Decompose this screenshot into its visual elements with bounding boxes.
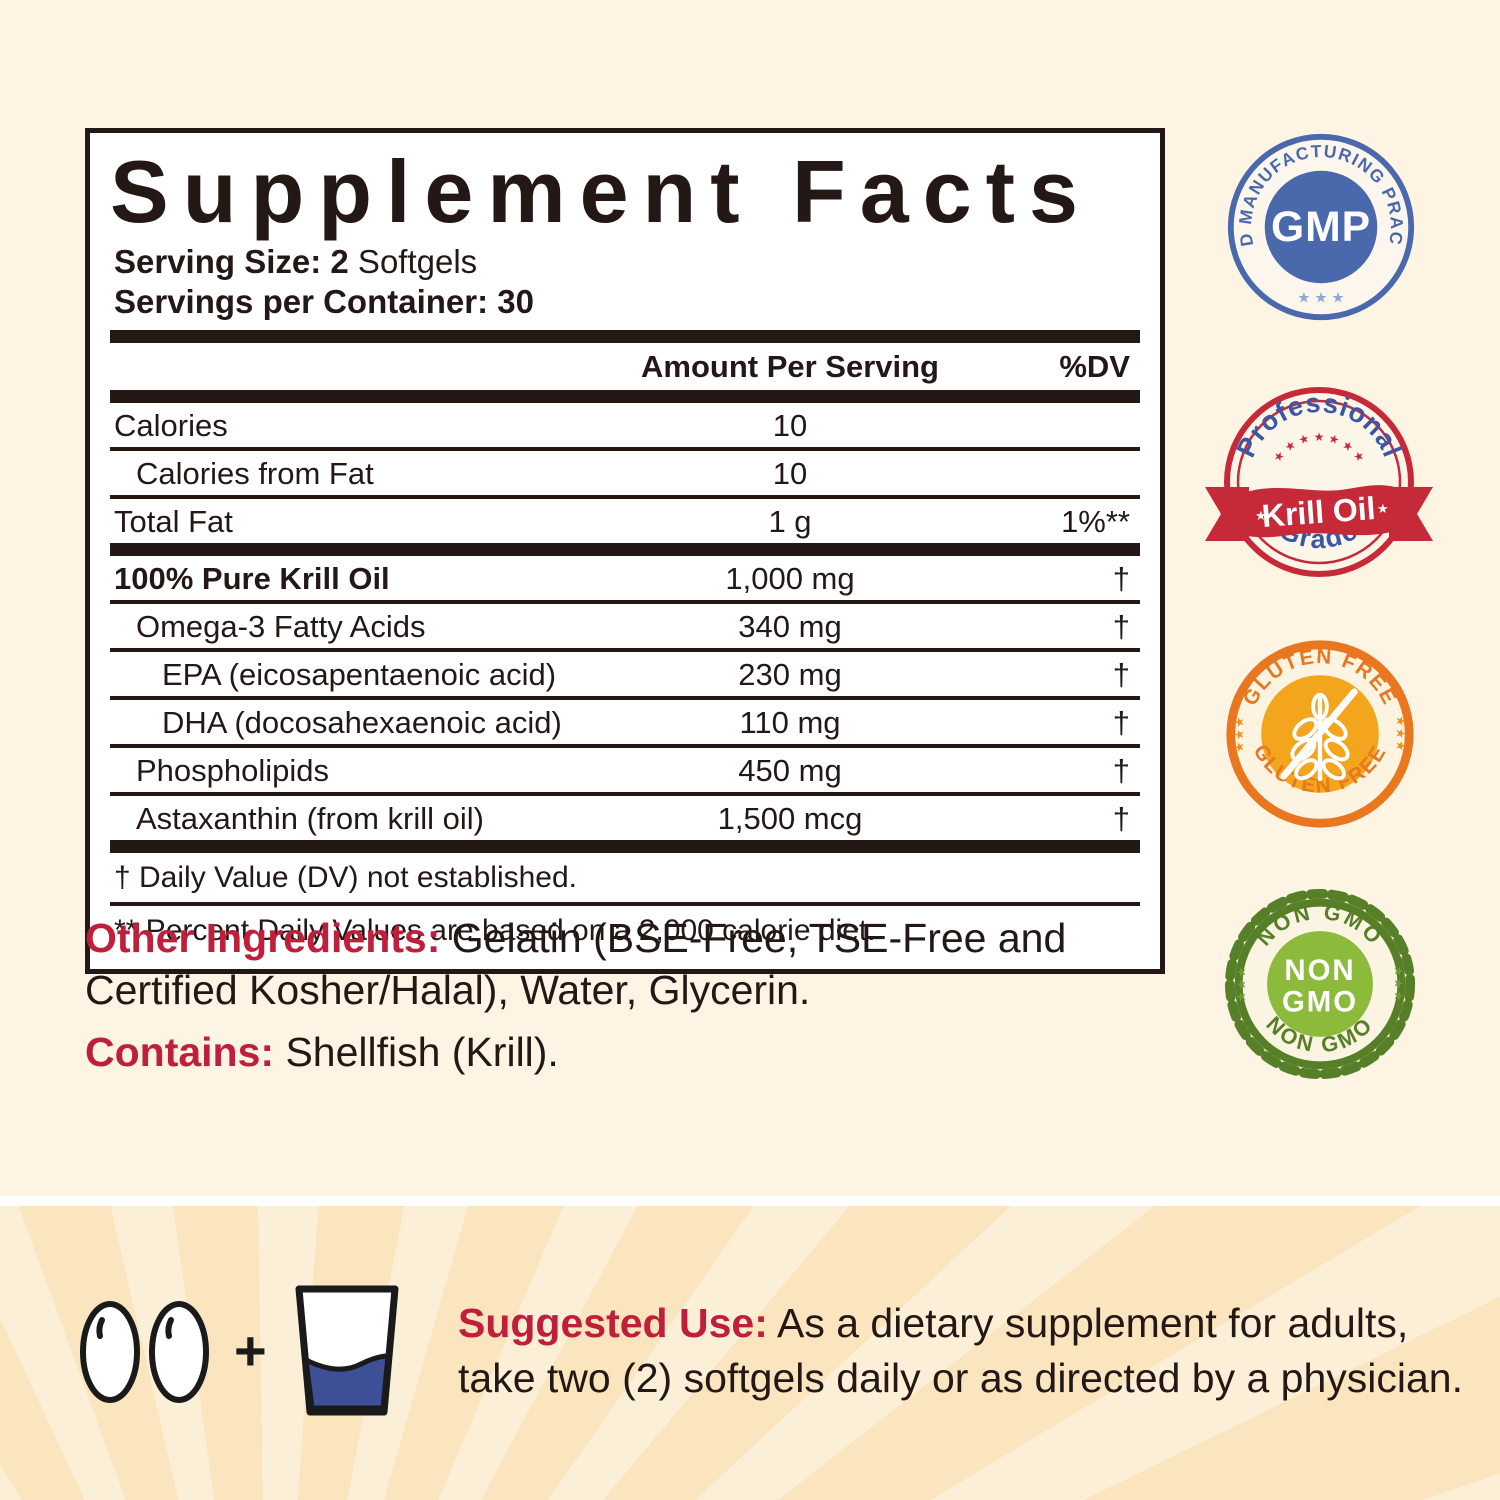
row-dv: 1%** bbox=[1061, 504, 1130, 540]
row-dv: † bbox=[1112, 561, 1130, 597]
row-label: DHA (docosahexaenoic acid) bbox=[162, 705, 562, 741]
row-amount: 10 bbox=[772, 408, 808, 444]
gluten-stars-left: ★★★ bbox=[1232, 715, 1247, 752]
nongmo-stars-left: ★★★ bbox=[1234, 965, 1249, 1002]
krill-ribbon-right-tail bbox=[1389, 487, 1433, 541]
footnote-percent: ** Percent Daily Values are based on a 2… bbox=[114, 914, 876, 948]
wheat-icon bbox=[1280, 688, 1358, 782]
table-row: Phospholipids 450 mg † bbox=[110, 748, 1140, 797]
water-glass-icon bbox=[295, 1285, 399, 1416]
nongmo-center-line2: GMO bbox=[1282, 985, 1358, 1018]
header-amount: Amount Per Serving bbox=[641, 349, 939, 385]
serving-size-unit: Softgels bbox=[348, 242, 478, 280]
table-header-row: Amount Per Serving %DV bbox=[110, 343, 1140, 390]
krill-ribbon-band bbox=[1243, 485, 1395, 538]
table-row: 100% Pure Krill Oil 1,000 mg † bbox=[110, 556, 1140, 605]
row-amount: 450 mg bbox=[738, 753, 842, 789]
divider-bar-mid bbox=[110, 543, 1140, 557]
divider-bar-header bbox=[110, 390, 1140, 404]
non-gmo-badge-icon: NON GMO NON GMO ★★★ ★★★ NON GMO bbox=[1224, 888, 1416, 1080]
row-amount: 110 mg bbox=[739, 705, 841, 741]
gmp-badge-icon: GOOD MANUFACTURING PRACTICE GMP ★ ★ ★ bbox=[1224, 130, 1415, 321]
serving-size-label: Serving Size: 2 bbox=[114, 242, 349, 280]
supplement-facts-panel: Supplement Facts Serving Size: 2 Softgel… bbox=[85, 128, 1165, 975]
suggested-use-line2: take two (2) softgels daily or as direct… bbox=[458, 1354, 1463, 1401]
row-label: Calories bbox=[114, 408, 228, 444]
krill-banner-text: Krill Oil bbox=[1261, 490, 1377, 534]
nongmo-stars-right: ★★★ bbox=[1391, 965, 1406, 1002]
header-dv: %DV bbox=[1059, 349, 1130, 385]
row-amount: 1,500 mcg bbox=[717, 801, 863, 837]
krill-ribbon-left-tail bbox=[1205, 487, 1249, 541]
panel-title: Supplement Facts bbox=[110, 142, 1092, 241]
row-dv: † bbox=[1112, 657, 1130, 693]
row-label: EPA (eicosapentaenoic acid) bbox=[162, 657, 557, 693]
row-label: Total Fat bbox=[114, 504, 233, 540]
other-ingredients-label: Other Ingredients: bbox=[85, 915, 441, 961]
row-dv: † bbox=[1112, 753, 1130, 789]
row-label: Omega-3 Fatty Acids bbox=[136, 609, 426, 645]
row-label: Astaxanthin (from krill oil) bbox=[136, 801, 484, 837]
suggested-use-line1: As a dietary supplement for adults, bbox=[767, 1300, 1409, 1346]
table-row: Total Fat 1 g 1%** bbox=[110, 499, 1140, 543]
contains: Contains: Shellfish (Krill). bbox=[85, 1026, 1197, 1078]
contains-label: Contains: bbox=[85, 1029, 275, 1075]
section-divider bbox=[0, 1196, 1500, 1206]
krill-banner-star-left: ★ bbox=[1255, 508, 1267, 523]
other-ingredients: Other Ingredients: Gelatin (BSE-Free, TS… bbox=[85, 912, 1197, 1016]
row-amount: 340 mg bbox=[738, 609, 842, 645]
softgels-icon bbox=[80, 1301, 209, 1403]
gmp-stars: ★ ★ ★ bbox=[1297, 291, 1344, 307]
table-row: Calories 10 bbox=[110, 403, 1140, 452]
row-dv: † bbox=[1112, 801, 1130, 837]
row-amount: 230 mg bbox=[738, 657, 842, 693]
table-row: Astaxanthin (from krill oil) 1,500 mcg † bbox=[110, 796, 1140, 840]
divider-bar-bottom bbox=[110, 840, 1140, 854]
serving-size-line: Serving Size: 2 Softgels bbox=[114, 242, 1140, 282]
krill-oil-badge-icon: Professional ★ ★ ★ ★ ★ ★ ★ Grade ★ ★ Kri… bbox=[1205, 387, 1433, 577]
row-amount: 10 bbox=[772, 456, 808, 492]
other-ingredients-text: Gelatin (BSE-Free, TSE-Free and Certifie… bbox=[85, 915, 1067, 1014]
row-label: Calories from Fat bbox=[136, 456, 374, 492]
table-row: EPA (eicosapentaenoic acid) 230 mg † bbox=[110, 652, 1140, 701]
gluten-free-badge-icon: GLUTEN FREE GLUTEN FREE ★★★ ★★★ bbox=[1226, 640, 1414, 828]
table-row: Calories from Fat 10 bbox=[110, 451, 1140, 500]
suggested-use-section bbox=[0, 1206, 1500, 1500]
row-label: 100% Pure Krill Oil bbox=[114, 561, 390, 597]
servings-per-container: Servings per Container: 30 bbox=[114, 282, 534, 320]
nongmo-center-line1: NON bbox=[1284, 954, 1355, 987]
row-dv: † bbox=[1112, 609, 1130, 645]
footnote-dagger: † Daily Value (DV) not established. bbox=[110, 853, 1140, 907]
suggested-use-label: Suggested Use: bbox=[458, 1300, 768, 1346]
slash-icon bbox=[1280, 688, 1358, 780]
table-row: DHA (docosahexaenoic acid) 110 mg † bbox=[110, 700, 1140, 749]
plus-sign: + bbox=[234, 1319, 267, 1382]
gluten-stars-right: ★★★ bbox=[1393, 715, 1408, 752]
table-row: Omega-3 Fatty Acids 340 mg † bbox=[110, 604, 1140, 653]
gmp-center-text: GMP bbox=[1271, 203, 1371, 251]
contains-text: Shellfish (Krill). bbox=[274, 1029, 559, 1075]
row-label: Phospholipids bbox=[136, 753, 330, 789]
row-amount: 1,000 mg bbox=[725, 561, 855, 597]
row-amount: 1 g bbox=[768, 504, 812, 540]
krill-banner-star-right: ★ bbox=[1377, 501, 1389, 516]
suggested-use: Suggested Use: As a dietary supplement f… bbox=[458, 1296, 1468, 1405]
divider-bar-top bbox=[110, 330, 1140, 344]
row-dv: † bbox=[1112, 705, 1130, 741]
